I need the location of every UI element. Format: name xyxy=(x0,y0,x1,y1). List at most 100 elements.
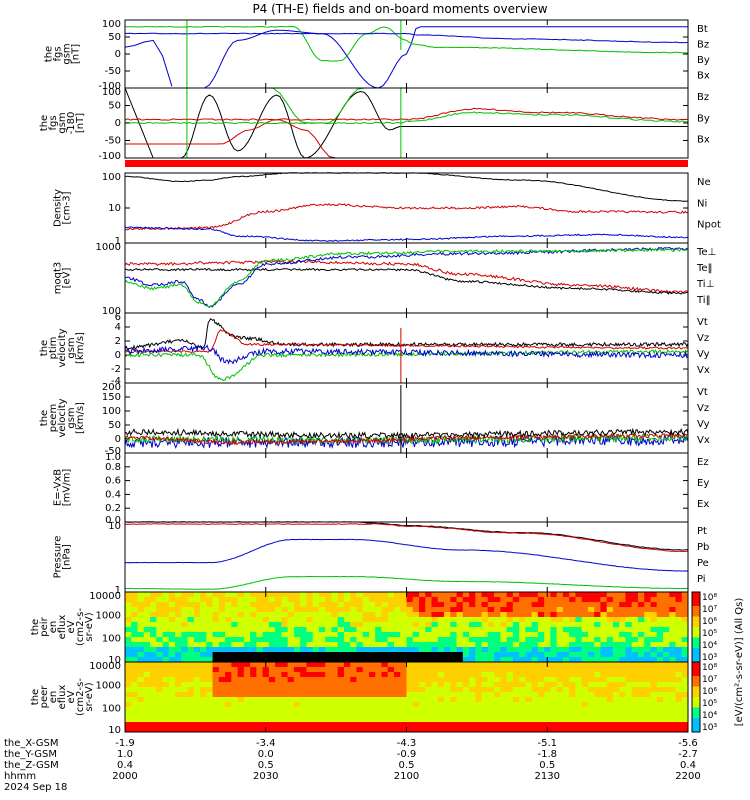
heat-cell xyxy=(462,637,470,643)
heat-cell xyxy=(293,622,301,628)
heat-cell xyxy=(312,617,320,623)
heat-cell xyxy=(275,607,282,613)
heat-cell xyxy=(243,622,251,628)
series-Vx xyxy=(124,344,689,365)
heat-cell xyxy=(293,612,301,618)
heat-cell xyxy=(650,712,658,718)
heat-cell xyxy=(331,617,339,623)
heat-cell xyxy=(637,667,645,673)
heat-cell xyxy=(656,697,664,703)
heat-cell xyxy=(525,682,533,688)
heat-cell xyxy=(456,652,464,658)
heat-cell xyxy=(400,677,407,683)
heat-cell xyxy=(200,697,207,703)
heat-cell xyxy=(675,682,683,688)
heat-cell xyxy=(318,667,326,673)
heat-cell xyxy=(575,617,583,623)
heat-cell xyxy=(168,647,176,653)
panel-ylabel: theptimvelocitygsm[km/s] xyxy=(39,328,86,367)
heat-cell xyxy=(587,707,595,713)
heat-cell xyxy=(218,632,226,638)
heat-cell xyxy=(475,677,483,683)
heat-cell xyxy=(275,682,282,688)
heat-cell xyxy=(181,612,189,618)
heat-cell xyxy=(500,707,508,713)
heat-cell xyxy=(268,687,276,693)
heat-cell xyxy=(293,617,301,623)
heat-cell xyxy=(556,662,564,668)
heat-cell xyxy=(450,592,458,598)
heat-cell xyxy=(306,667,314,673)
heat-cell xyxy=(625,717,633,723)
heat-cell xyxy=(331,652,339,658)
heat-cell xyxy=(187,677,195,683)
heat-cell xyxy=(200,707,207,713)
heat-cell xyxy=(481,707,489,713)
heat-cell xyxy=(631,727,639,733)
colorbar-cell xyxy=(692,674,700,677)
panel-ylabel: thepeemvelocitygsm[km/s] xyxy=(39,398,86,437)
heat-cell xyxy=(562,677,570,683)
heat-cell xyxy=(175,652,182,658)
heat-cell xyxy=(619,682,626,688)
heat-cell xyxy=(506,622,514,628)
heat-cell xyxy=(225,642,232,648)
heat-cell xyxy=(481,677,489,683)
heat-cell xyxy=(125,717,132,723)
heat-cell xyxy=(400,607,407,613)
heat-cell xyxy=(531,657,539,663)
heat-cell xyxy=(143,727,151,733)
heat-cell xyxy=(387,607,395,613)
heat-cell xyxy=(256,627,264,633)
heat-cell xyxy=(193,672,201,678)
heat-cell xyxy=(487,702,495,708)
heat-cell xyxy=(625,727,633,733)
heat-cell xyxy=(656,662,664,668)
heat-cell xyxy=(462,597,470,603)
heat-cell xyxy=(681,612,689,618)
heat-cell xyxy=(550,667,558,673)
heat-cell xyxy=(362,607,370,613)
heat-cell xyxy=(612,722,620,728)
heat-cell xyxy=(275,672,282,678)
heat-cell xyxy=(456,677,464,683)
heat-cell xyxy=(300,637,307,643)
heat-cell xyxy=(393,692,401,698)
heat-cell xyxy=(631,592,639,598)
heat-cell xyxy=(181,712,189,718)
ylabel-line: Pressure xyxy=(53,536,64,579)
heat-cell xyxy=(631,682,639,688)
heat-cell xyxy=(431,627,439,633)
heat-cell xyxy=(156,682,164,688)
heat-cell xyxy=(362,672,370,678)
heat-cell xyxy=(606,667,614,673)
heat-cell xyxy=(625,592,633,598)
heat-cell xyxy=(412,627,420,633)
heat-cell xyxy=(562,667,570,673)
heat-cell xyxy=(275,592,282,598)
heat-cell xyxy=(619,602,626,608)
heat-cell xyxy=(594,657,601,663)
heat-cell xyxy=(525,592,533,598)
heat-cell xyxy=(656,647,664,653)
heat-cell xyxy=(550,642,558,648)
heat-cell xyxy=(656,642,664,648)
heat-cell xyxy=(337,682,345,688)
heat-cell xyxy=(356,622,364,628)
heat-cell xyxy=(644,687,651,693)
heat-cell xyxy=(469,652,476,658)
heat-cell xyxy=(644,682,651,688)
heat-cell xyxy=(243,597,251,603)
heat-cell xyxy=(425,707,433,713)
heat-cell xyxy=(525,697,533,703)
heat-cell xyxy=(600,592,608,598)
heat-cell xyxy=(656,632,664,638)
heat-cell xyxy=(206,612,214,618)
heat-cell xyxy=(631,657,639,663)
heat-cell xyxy=(656,727,664,733)
heat-cell xyxy=(587,632,595,638)
heat-cell xyxy=(393,652,401,658)
heat-cell xyxy=(575,667,583,673)
heat-cell xyxy=(675,727,683,733)
heat-cell xyxy=(444,597,451,603)
